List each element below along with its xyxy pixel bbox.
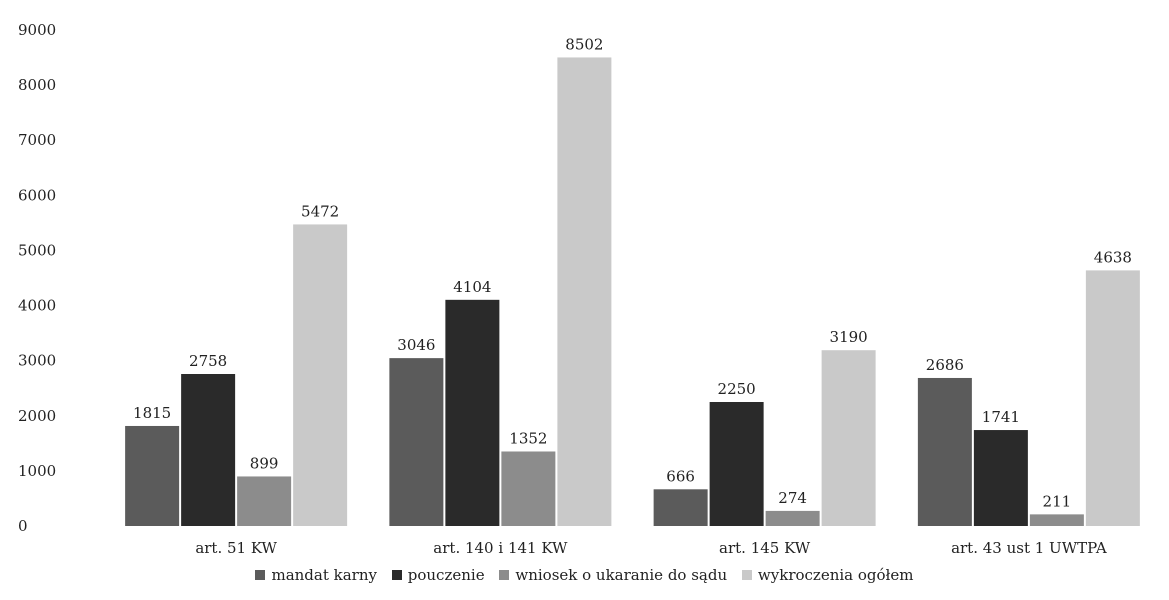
- bar: [181, 374, 236, 526]
- legend-swatch: [499, 570, 510, 580]
- legend-item: wykroczenia ogółem: [741, 566, 914, 584]
- x-category-label: art. 145 KW: [719, 539, 811, 557]
- legend-label: wniosek o ukaranie do sądu: [515, 566, 728, 584]
- x-axis: art. 51 KW art. 140 i 141 KW art. 145 KW ar…: [195, 539, 1107, 557]
- bar: [389, 358, 444, 526]
- bar: [973, 430, 1028, 526]
- y-tick-label: 1000: [18, 462, 56, 480]
- data-label: 3046: [397, 336, 435, 354]
- bar: [709, 402, 764, 526]
- data-label: 8502: [565, 35, 603, 53]
- data-label: 4104: [453, 278, 491, 296]
- y-tick-label: 5000: [18, 241, 56, 259]
- legend-label: wykroczenia ogółem: [757, 566, 914, 584]
- data-label: 4638: [1094, 248, 1132, 266]
- bar: [1029, 514, 1084, 526]
- x-category-label: art. 140 i 141 KW: [433, 539, 568, 557]
- legend-item: wniosek o ukaranie do sądu: [499, 566, 727, 584]
- y-tick-label: 3000: [18, 352, 56, 370]
- legend-swatch: [741, 570, 752, 580]
- bar: [765, 510, 820, 526]
- x-category-label: art. 51 KW: [195, 539, 277, 557]
- x-category-label: art. 43 ust 1 UWTPA: [951, 539, 1107, 557]
- data-labels: 1815 2758 899 5472 3046 4104 1352 8502 666 2250 27…: [133, 35, 1132, 510]
- bar: [653, 489, 708, 526]
- legend-item: mandat karny: [255, 566, 377, 584]
- y-axis: 0 1000 2000 3000 4000 5000 6000 7000 8000 9000: [18, 21, 56, 535]
- y-tick-label: 9000: [18, 21, 56, 39]
- legend-item: pouczenie: [391, 566, 485, 584]
- data-label: 2758: [189, 352, 227, 370]
- data-label: 1741: [982, 408, 1020, 426]
- bar: [237, 476, 292, 526]
- bar-chart: 0 1000 2000 3000 4000 5000 6000 7000 8000 9000 18…: [18, 21, 1140, 557]
- data-label: 1352: [509, 429, 547, 447]
- data-label: 666: [666, 467, 695, 485]
- y-tick-label: 6000: [18, 186, 56, 204]
- bar: [125, 425, 180, 526]
- legend: mandat karny pouczenie wniosek o ukarani…: [0, 566, 1169, 584]
- data-label: 2686: [926, 356, 964, 374]
- bar: [293, 224, 348, 526]
- bar: [557, 57, 612, 526]
- data-label: 899: [250, 454, 279, 472]
- y-tick-label: 8000: [18, 76, 56, 94]
- data-label: 1815: [133, 404, 171, 422]
- data-label: 211: [1043, 492, 1072, 510]
- legend-label: mandat karny: [271, 566, 377, 584]
- legend-swatch: [255, 570, 266, 580]
- bar: [821, 350, 876, 526]
- y-tick-label: 2000: [18, 407, 56, 425]
- data-label: 274: [778, 489, 807, 507]
- bar: [917, 377, 972, 526]
- y-tick-label: 4000: [18, 297, 56, 315]
- legend-swatch: [391, 570, 402, 580]
- data-label: 3190: [830, 328, 868, 346]
- bars: [125, 57, 1140, 526]
- data-label: 2250: [718, 380, 756, 398]
- bar: [445, 299, 500, 526]
- y-tick-label: 0: [18, 517, 28, 535]
- bar: [501, 451, 556, 526]
- bar: [1085, 270, 1140, 526]
- y-tick-label: 7000: [18, 131, 56, 149]
- data-label: 5472: [301, 202, 339, 220]
- legend-label: pouczenie: [407, 566, 485, 584]
